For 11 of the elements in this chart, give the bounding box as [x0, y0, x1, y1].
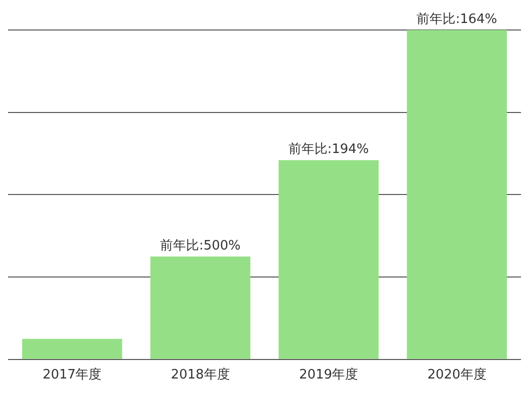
annotation: 前年比:500%	[160, 238, 241, 254]
x-tick-label: 2018年度	[170, 366, 230, 383]
annotation: 前年比:164%	[416, 12, 498, 27]
x-tick-label: 2019年度	[299, 366, 358, 383]
bar	[278, 160, 379, 359]
bar	[22, 338, 122, 359]
bar	[150, 256, 250, 359]
x-tick-label: 2020年度	[427, 366, 486, 383]
annotation: 前年比:194%	[288, 142, 369, 157]
x-tick-label: 2017年度	[42, 366, 102, 383]
bar	[406, 30, 507, 359]
